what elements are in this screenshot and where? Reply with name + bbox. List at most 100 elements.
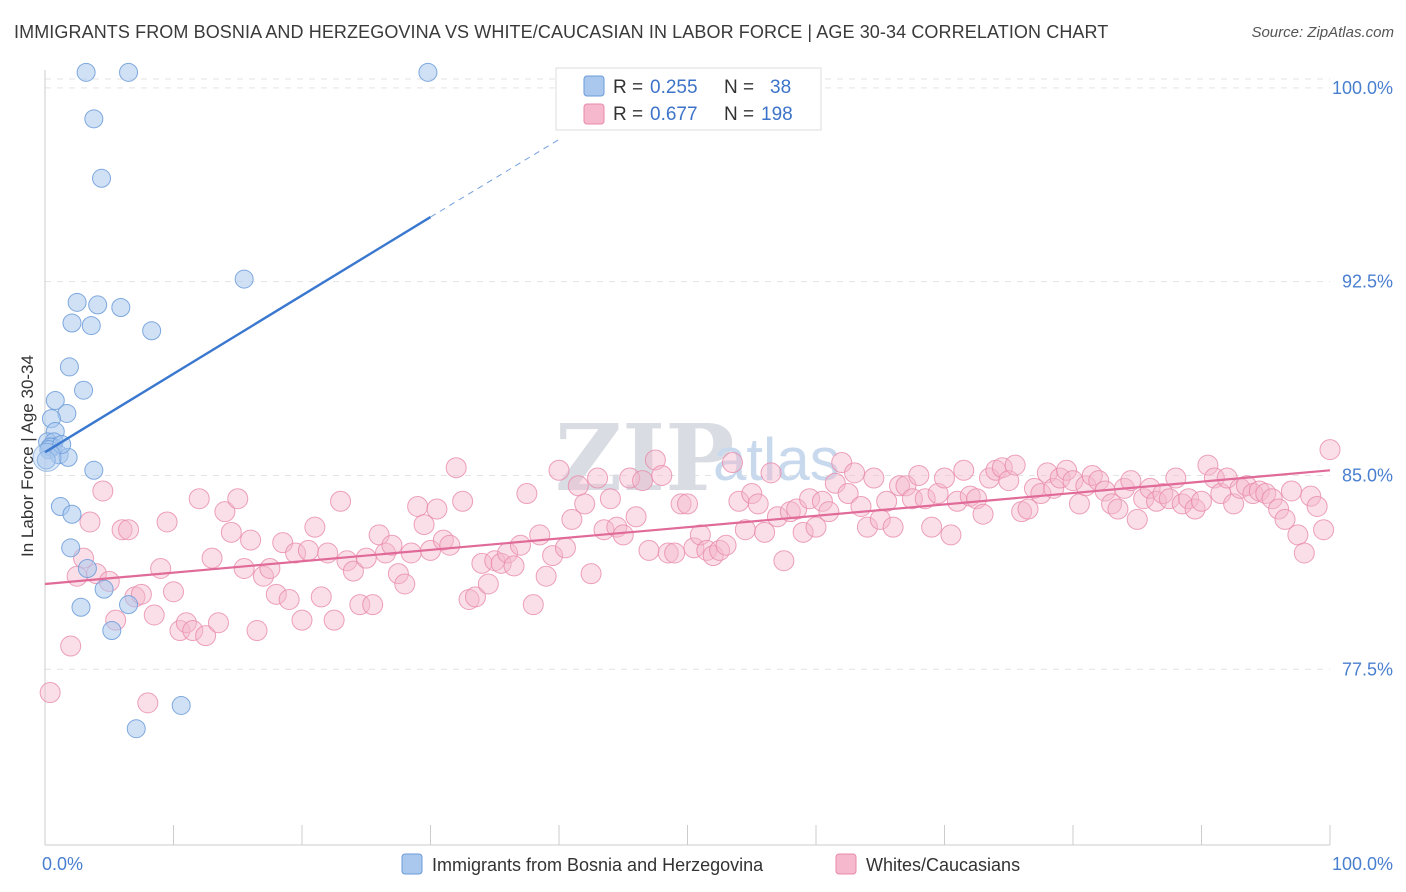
blue-point: [126, 719, 146, 739]
pink-point: [831, 452, 853, 474]
pink-point: [291, 609, 313, 631]
pink-trend-line: [44, 469, 1331, 586]
x-tick-label-start: 0.0%: [42, 854, 83, 874]
pink-point: [683, 537, 705, 559]
legend-swatch-blue: [583, 75, 605, 97]
pink-point: [1197, 454, 1219, 476]
blue-point: [88, 295, 108, 315]
pink-point: [220, 521, 242, 543]
bottom-legend-label-1: Immigrants from Bosnia and Herzegovina: [432, 855, 764, 875]
pink-point: [1313, 519, 1335, 541]
pink-point: [355, 547, 377, 569]
pink-point: [786, 498, 808, 520]
pink-point: [1126, 508, 1148, 530]
pink-point: [246, 620, 268, 642]
blue-point: [111, 297, 131, 317]
pink-point: [1300, 485, 1322, 507]
pink-point: [612, 524, 634, 546]
pink-point: [811, 490, 833, 512]
pink-point: [163, 581, 184, 603]
pink-point: [940, 524, 962, 546]
pink-point: [285, 542, 307, 564]
pink-point: [1139, 477, 1161, 499]
pink-point: [908, 464, 930, 486]
blue-points: [32, 62, 438, 739]
pink-point: [452, 490, 474, 512]
pink-point: [599, 488, 621, 510]
pink-point: [638, 539, 660, 561]
pink-point: [1133, 488, 1155, 510]
pink-point: [1191, 490, 1212, 512]
chart-title: IMMIGRANTS FROM BOSNIA AND HERZEGOVINA V…: [14, 22, 1109, 42]
pink-point: [901, 488, 923, 510]
pink-point: [921, 516, 943, 538]
blue-point: [84, 460, 104, 480]
blue-point: [92, 168, 112, 188]
pink-point: [760, 462, 782, 484]
pink-point: [259, 557, 281, 579]
pink-point: [741, 483, 763, 505]
y-tick-label: 100.0%: [1332, 78, 1393, 98]
pink-point: [677, 493, 698, 515]
blue-point: [62, 313, 82, 333]
blue-point: [45, 391, 65, 411]
blue-point: [61, 538, 81, 558]
pink-point: [1293, 542, 1315, 564]
legend-r-label-1: R =: [613, 77, 643, 98]
pink-point: [644, 449, 666, 471]
pink-point: [818, 501, 840, 523]
pink-point: [670, 493, 692, 515]
pink-point: [330, 490, 352, 512]
chart-source: Source: ZipAtlas.com: [1251, 24, 1394, 41]
stats-legend: R = 0.255 N = 38 R = 0.677 N = 198: [555, 67, 822, 131]
grid-lines: [45, 78, 1330, 670]
pink-point: [426, 498, 448, 520]
pink-point: [567, 475, 589, 497]
y-tick-label: 85.0%: [1342, 465, 1393, 485]
pink-point: [272, 532, 294, 554]
blue-point: [84, 109, 104, 129]
y-tick-labels: 77.5% 85.0% 92.5% 100.0%: [1332, 78, 1393, 679]
pink-point: [824, 472, 846, 494]
legend-n-label-2: N =: [724, 104, 754, 125]
pink-point: [111, 519, 133, 541]
blue-point-cluster: [32, 442, 62, 472]
pink-point: [721, 452, 743, 474]
blue-point: [119, 62, 139, 82]
pink-point: [207, 612, 229, 634]
pink-point: [1203, 467, 1225, 489]
blue-point: [77, 558, 97, 578]
pink-point: [1062, 470, 1084, 492]
pink-point: [381, 534, 403, 556]
pink-point: [516, 483, 538, 505]
legend-r-label-2: R =: [613, 104, 643, 125]
pink-point: [1268, 498, 1290, 520]
pink-point: [118, 519, 140, 541]
blue-point: [59, 357, 79, 377]
pink-point: [542, 545, 564, 567]
pink-point: [362, 594, 384, 616]
bottom-legend-swatch-pink: [835, 853, 857, 875]
pink-point: [79, 511, 101, 533]
pink-point: [304, 516, 326, 538]
pink-point: [342, 560, 364, 582]
pink-point: [934, 467, 955, 489]
pink-point: [233, 557, 255, 579]
pink-point: [188, 488, 210, 510]
pink-point: [1017, 498, 1039, 520]
pink-point: [1056, 459, 1078, 481]
pink-point: [1280, 480, 1302, 502]
pink-point: [137, 692, 159, 714]
pink-point: [837, 483, 859, 505]
pink-point: [439, 534, 461, 556]
pink-point: [1158, 488, 1180, 510]
pink-point: [387, 563, 409, 585]
pink-point: [278, 589, 300, 611]
pink-point: [92, 480, 114, 502]
pink-point: [349, 594, 371, 616]
pink-point: [1120, 470, 1142, 492]
pink-point: [143, 604, 165, 626]
blue-point: [62, 504, 82, 524]
pink-point: [1210, 483, 1232, 505]
